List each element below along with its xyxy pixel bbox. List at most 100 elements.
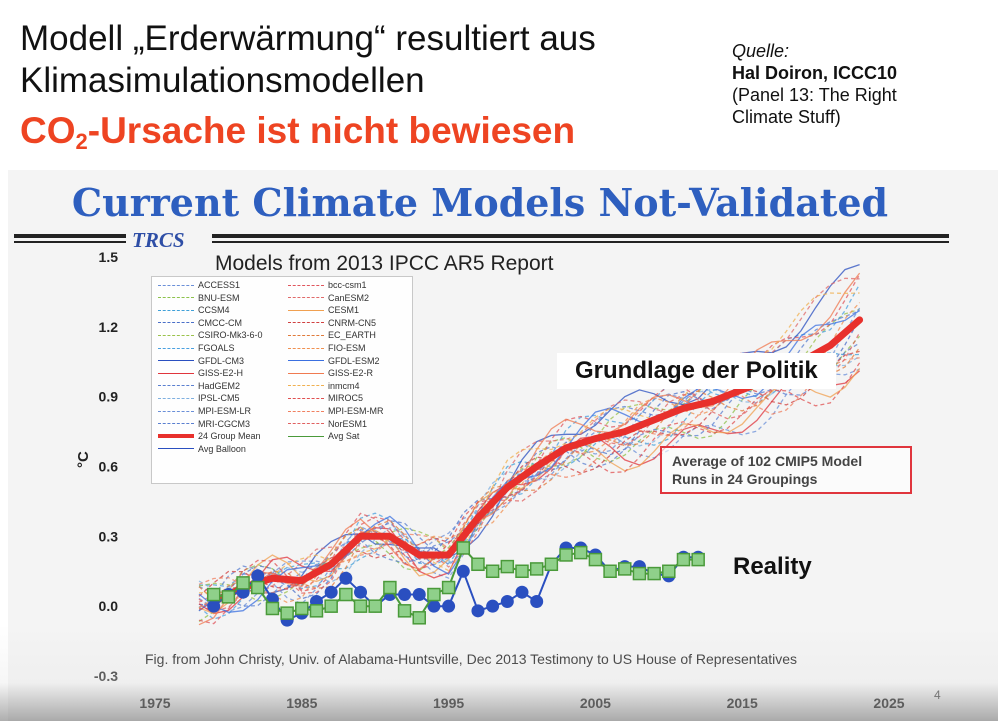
model-run-line xyxy=(198,283,861,620)
legend-label: FIO-ESM xyxy=(328,343,366,353)
satellite-point xyxy=(265,601,280,616)
legend-label: bcc-csm1 xyxy=(328,280,367,290)
legend-swatch xyxy=(158,334,194,336)
satellite-point xyxy=(412,611,426,625)
model-run-line xyxy=(198,263,860,612)
satellite-point xyxy=(221,590,236,604)
legend-entry: CCSM4 xyxy=(158,305,230,315)
model-run-line xyxy=(198,347,861,604)
satellite-point xyxy=(471,557,485,572)
satellite-point xyxy=(573,545,588,560)
page-number: 4 xyxy=(934,688,941,702)
legend-entry: MRI-CGCM3 xyxy=(158,419,250,429)
legend-swatch xyxy=(288,297,324,299)
satellite-point xyxy=(500,559,515,574)
legend-entry: BNU-ESM xyxy=(158,293,240,303)
satellite-point xyxy=(427,587,441,602)
y-tick-label: 0.6 xyxy=(99,459,119,475)
satellite-point xyxy=(456,541,471,555)
model-run-line xyxy=(198,309,860,613)
chart-series xyxy=(206,316,864,627)
satellite-point xyxy=(368,599,382,613)
legend-swatch xyxy=(158,448,194,450)
legend-swatch xyxy=(288,435,324,437)
balloon-point xyxy=(471,604,485,618)
balloon-point xyxy=(500,595,514,609)
satellite-point xyxy=(632,566,647,581)
legend-swatch xyxy=(158,284,194,286)
balloon-point xyxy=(456,564,470,578)
politik-annotation: Grundlage der Politik xyxy=(557,353,836,389)
legend-entry: CanESM2 xyxy=(288,293,369,303)
legend-swatch xyxy=(288,410,324,412)
legend-entry: IPSL-CM5 xyxy=(158,393,240,403)
balloon-point xyxy=(251,569,265,583)
legend-label: CSIRO-Mk3-6-0 xyxy=(198,330,263,341)
model-run-line xyxy=(198,332,861,613)
balloon-line xyxy=(213,547,699,622)
legend-entry: CMCC-CM xyxy=(158,318,242,328)
legend-swatch xyxy=(288,322,324,324)
legend-entry: NorESM1 xyxy=(288,419,367,429)
satellite-point xyxy=(676,552,691,567)
y-tick-label: 0.0 xyxy=(99,598,119,614)
y-tick-label: 0.3 xyxy=(99,528,119,544)
legend-swatch xyxy=(158,397,194,399)
legend-label: CESM1 xyxy=(328,305,360,316)
x-tick-label: 1985 xyxy=(286,695,317,711)
satellite-point xyxy=(515,564,529,578)
legend-entry: HadGEM2 xyxy=(158,381,240,391)
legend-entry: Avg Balloon xyxy=(158,444,246,454)
legend-label: GFDL-CM3 xyxy=(198,355,245,366)
legend-entry: CESM1 xyxy=(288,305,359,315)
model-run-line xyxy=(198,362,861,610)
balloon-point xyxy=(530,595,544,609)
satellite-point xyxy=(691,552,705,567)
legend-label: CMCC-CM xyxy=(198,317,242,328)
legend-swatch xyxy=(158,385,194,387)
satellite-point xyxy=(618,562,632,576)
satellite-point xyxy=(529,562,544,576)
legend-swatch xyxy=(288,385,324,387)
satellite-point xyxy=(485,564,500,578)
claim-rest: -Ursache ist nicht bewiesen xyxy=(87,110,576,151)
x-tick-label: 1995 xyxy=(433,695,464,711)
trcs-tag: TRCS xyxy=(132,228,185,252)
legend-label: GISS-E2-R xyxy=(328,368,374,379)
legend-entry: MPI-ESM-LR xyxy=(158,406,251,416)
legend-label: CNRM-CN5 xyxy=(328,317,376,328)
legend-label: BNU-ESM xyxy=(198,292,240,303)
satellite-point xyxy=(295,601,309,616)
embedded-slide-title: Current Climate Models Not-Validated xyxy=(71,180,889,225)
model-run-line xyxy=(198,307,861,608)
y-tick-label: -0.3 xyxy=(94,668,118,684)
legend-entry: EC_EARTH xyxy=(288,330,376,340)
satellite-point xyxy=(559,548,573,562)
legend-swatch xyxy=(288,309,324,311)
satellite-point xyxy=(383,580,397,595)
legend-swatch xyxy=(158,322,194,324)
satellite-line xyxy=(213,546,699,620)
heading-line-1: Modell „Erderwärmung“ resultiert aus xyxy=(20,19,596,58)
legend-label: CanESM2 xyxy=(328,292,370,303)
satellite-point xyxy=(603,564,617,578)
satellite-point xyxy=(206,587,221,602)
y-tick-label: 0.9 xyxy=(99,389,119,405)
source-author: Hal Doiron, ICCC10 xyxy=(732,63,898,83)
title-rule-left-lower xyxy=(14,241,126,243)
legend-label: 24 Group Mean xyxy=(198,431,261,442)
balloon-point xyxy=(442,599,456,613)
model-run-line xyxy=(198,352,860,591)
legend-swatch xyxy=(158,372,194,374)
model-run-line xyxy=(198,292,860,594)
satellite-point xyxy=(353,599,368,613)
satellite-point xyxy=(662,564,676,578)
balloon-point xyxy=(427,599,441,613)
legend-label: Avg Sat xyxy=(328,431,360,442)
satellite-point xyxy=(544,557,559,572)
legend-entry: bcc-csm1 xyxy=(288,280,367,290)
legend-swatch xyxy=(288,360,324,362)
model-run-line xyxy=(198,368,860,612)
satellite-point xyxy=(441,580,456,595)
legend-label: FGOALS xyxy=(198,343,235,353)
